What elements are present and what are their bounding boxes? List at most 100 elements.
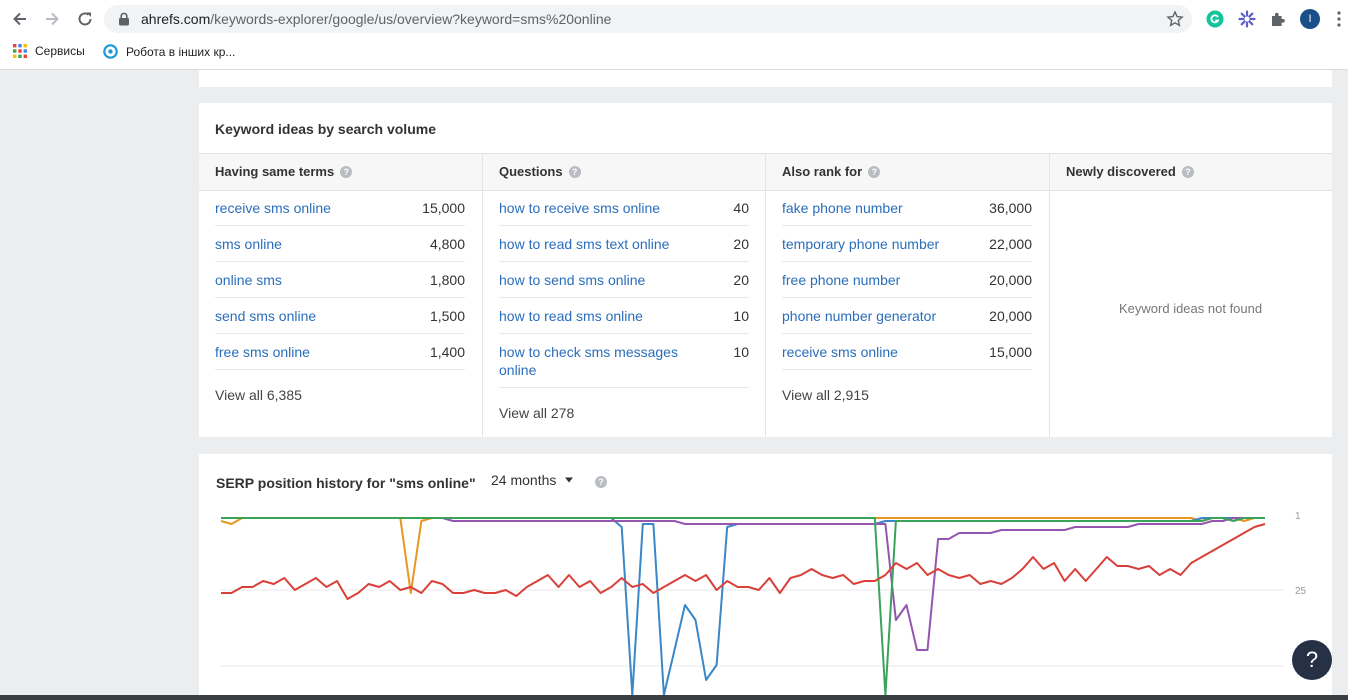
list-item: fake phone number 36,000	[782, 190, 1032, 226]
same-terms-list: receive sms online 15,000 sms online 4,800…	[215, 190, 465, 403]
y-tick-label: 1	[1295, 511, 1301, 522]
period-value: 24 months	[491, 472, 557, 488]
kebab-menu-icon	[1337, 11, 1341, 27]
list-item: how to receive sms online 40	[499, 190, 749, 226]
column-header-newly-discovered: Newly discovered?	[1066, 164, 1194, 179]
keyword-link[interactable]: how to send sms online	[499, 272, 646, 288]
keyword-link[interactable]: how to receive sms online	[499, 200, 661, 216]
avatar-icon: I	[1300, 9, 1320, 29]
back-button[interactable]	[9, 8, 31, 30]
view-all-link[interactable]: View all 6,385	[215, 387, 302, 403]
help-icon[interactable]: ?	[340, 165, 353, 178]
search-volume: 10	[733, 344, 749, 360]
column-divider	[482, 153, 483, 437]
keyword-link[interactable]: online sms	[215, 272, 282, 288]
keyword-link[interactable]: phone number generator	[782, 308, 937, 324]
list-item: how to read sms text online 20	[499, 226, 749, 262]
list-item: phone number generator 20,000	[782, 298, 1032, 334]
keyword-link[interactable]: how to read sms online	[499, 308, 643, 324]
keyword-link[interactable]: how to read sms text online	[499, 236, 670, 252]
url-text: ahrefs.com/keywords-explorer/google/us/o…	[141, 11, 612, 27]
grammarly-extension[interactable]	[1205, 9, 1225, 29]
browser-menu-button[interactable]	[1332, 9, 1346, 29]
series-line-green	[221, 517, 1265, 696]
list-item: sms online 4,800	[215, 226, 465, 262]
serp-position-chart: 1 25	[220, 511, 1307, 696]
bookmark-star-icon[interactable]	[1166, 10, 1184, 28]
help-icon[interactable]: ?	[1181, 165, 1194, 178]
help-icon[interactable]: ?	[595, 476, 607, 488]
keyword-link[interactable]: send sms online	[215, 308, 317, 324]
bookmark-apps[interactable]: Сервисы	[13, 44, 85, 58]
target-icon	[103, 44, 118, 59]
search-volume: 1,500	[429, 308, 465, 324]
card-title: Keyword ideas by search volume	[215, 121, 436, 137]
search-volume: 15,000	[989, 344, 1032, 360]
search-volume: 20	[733, 236, 749, 252]
help-chat-button[interactable]: ?	[1292, 640, 1332, 680]
address-bar[interactable]: ahrefs.com/keywords-explorer/google/us/o…	[104, 5, 1192, 33]
previous-card-bottom	[199, 70, 1332, 87]
bookmarks-bar: Сервисы Робота в інших кр...	[0, 38, 1348, 70]
empty-state-text: Keyword ideas not found	[1119, 301, 1263, 316]
list-item: how to check sms messages online 10	[499, 334, 749, 388]
forward-arrow-icon	[46, 12, 59, 26]
series-line-purple	[221, 517, 1265, 651]
help-icon[interactable]: ?	[568, 165, 581, 178]
column-divider	[1049, 153, 1050, 437]
search-volume: 1,400	[429, 344, 465, 360]
series-line-red	[221, 523, 1266, 600]
help-icon[interactable]: ?	[868, 165, 881, 178]
keyword-link[interactable]: free sms online	[215, 344, 310, 360]
search-volume: 4,800	[429, 236, 465, 252]
keyword-link[interactable]: fake phone number	[782, 200, 903, 216]
lock-icon	[119, 12, 129, 26]
list-item: online sms 1,800	[215, 262, 465, 298]
view-all-link[interactable]: View all 278	[499, 405, 575, 421]
forward-button[interactable]	[41, 8, 63, 30]
puzzle-icon	[1272, 12, 1285, 26]
search-volume: 40	[733, 200, 749, 216]
extension-flower[interactable]	[1237, 9, 1257, 29]
column-header-questions: Questions?	[499, 164, 581, 179]
list-item: how to read sms online 10	[499, 298, 749, 334]
profile-avatar[interactable]: I	[1300, 9, 1320, 29]
keyword-ideas-card: Keyword ideas by search volume Having sa…	[199, 103, 1332, 437]
flower-extension-icon	[1238, 10, 1256, 28]
search-volume: 20,000	[989, 272, 1032, 288]
column-header-also-rank: Also rank for?	[782, 164, 881, 179]
browser-toolbar: ahrefs.com/keywords-explorer/google/us/o…	[0, 0, 1348, 39]
reload-button[interactable]	[74, 8, 96, 30]
series-line-blue	[221, 517, 1265, 696]
keyword-link[interactable]: receive sms online	[782, 344, 898, 360]
column-header-same-terms: Having same terms?	[215, 164, 353, 179]
list-item: receive sms online 15,000	[782, 334, 1032, 370]
also-rank-list: fake phone number 36,000 temporary phone …	[782, 190, 1032, 403]
keyword-link[interactable]: how to check sms messages online	[499, 344, 678, 378]
extensions-menu[interactable]	[1268, 9, 1288, 29]
keyword-link[interactable]: sms online	[215, 236, 282, 252]
view-all-link[interactable]: View all 2,915	[782, 387, 869, 403]
list-item: how to send sms online 20	[499, 262, 749, 298]
search-volume: 10	[733, 308, 749, 324]
keyword-link[interactable]: temporary phone number	[782, 236, 940, 252]
search-volume: 1,800	[429, 272, 465, 288]
serp-history-card: SERP position history for "sms online" 2…	[199, 454, 1332, 700]
back-arrow-icon	[13, 12, 26, 26]
serp-title: SERP position history for "sms online"	[216, 475, 476, 491]
bookmark-label: Сервисы	[35, 44, 85, 58]
column-divider	[765, 153, 766, 437]
os-taskbar	[0, 695, 1348, 700]
grammarly-icon	[1206, 10, 1224, 28]
list-item: free phone number 20,000	[782, 262, 1032, 298]
search-volume: 36,000	[989, 200, 1032, 216]
list-item: free sms online 1,400	[215, 334, 465, 370]
search-volume: 20,000	[989, 308, 1032, 324]
keyword-link[interactable]: free phone number	[782, 272, 901, 288]
list-item: receive sms online 15,000	[215, 190, 465, 226]
bookmark-label: Робота в інших кр...	[126, 44, 236, 59]
y-tick-label: 25	[1295, 586, 1307, 597]
bookmark-work-abroad[interactable]: Робота в інших кр...	[103, 44, 235, 59]
keyword-link[interactable]: receive sms online	[215, 200, 331, 216]
period-dropdown[interactable]: 24 months	[491, 472, 574, 488]
